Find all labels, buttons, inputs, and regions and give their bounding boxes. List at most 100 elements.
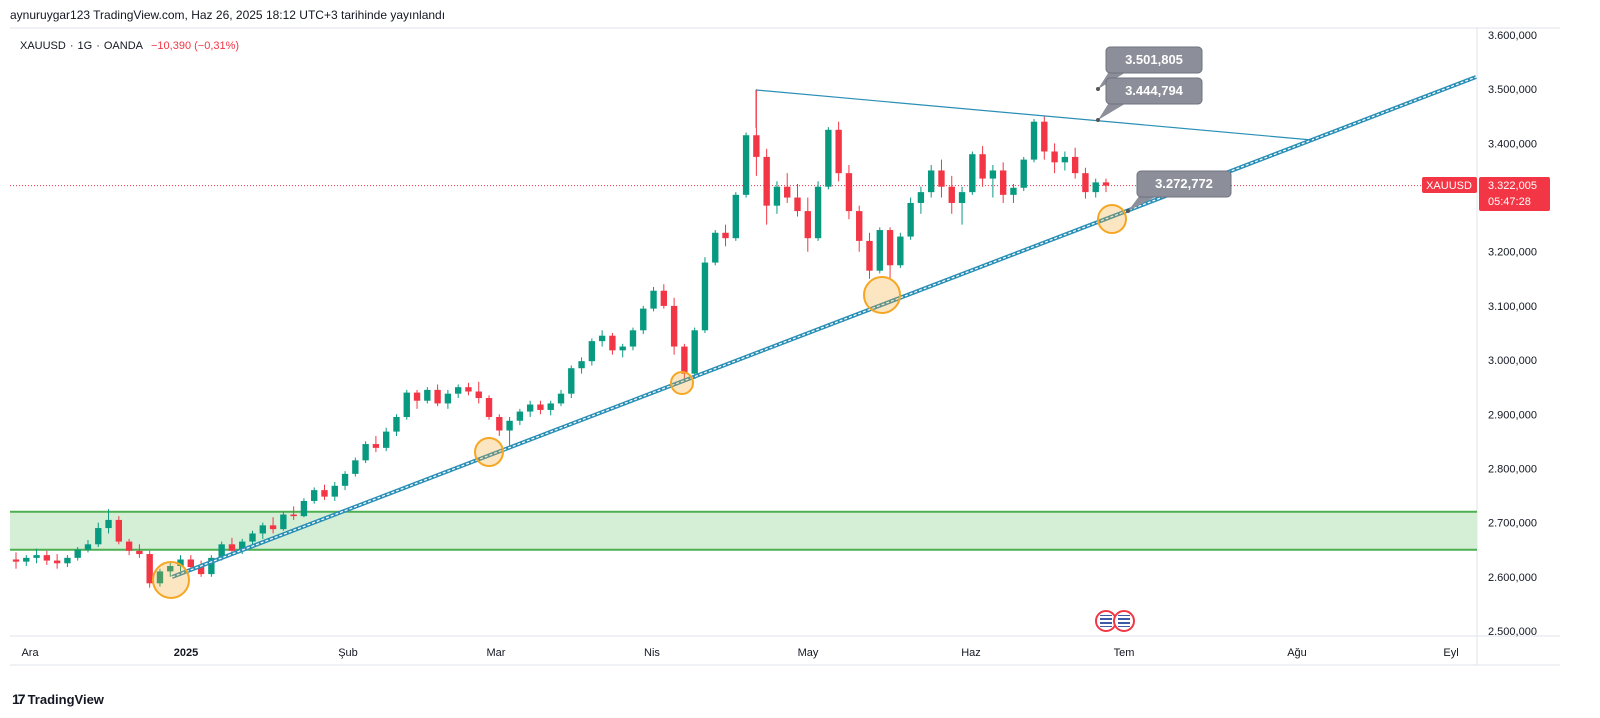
candle-body bbox=[95, 528, 102, 545]
candle-body bbox=[136, 550, 143, 555]
candle-body bbox=[886, 230, 894, 266]
candle-body bbox=[311, 490, 318, 501]
candle-body bbox=[403, 392, 410, 417]
candle-body bbox=[321, 490, 328, 497]
candle-body bbox=[989, 170, 997, 179]
candle-body bbox=[156, 571, 164, 584]
candle-body bbox=[619, 346, 626, 351]
candle-body bbox=[773, 186, 781, 206]
candle-body bbox=[825, 129, 832, 187]
price-callout-label: 3.444,794 bbox=[1125, 83, 1184, 98]
x-tick-label: Mar bbox=[487, 647, 506, 659]
price-callout bbox=[1136, 170, 1232, 198]
candle-body bbox=[1030, 121, 1038, 160]
candle-body bbox=[84, 544, 92, 550]
candle-body bbox=[372, 444, 380, 448]
candle-body bbox=[465, 387, 472, 392]
candle-body bbox=[712, 232, 719, 263]
candle-body bbox=[753, 135, 760, 157]
tradingview-logo[interactable]: 17 TradingView bbox=[12, 691, 104, 707]
candle-body bbox=[228, 544, 236, 551]
candle-body bbox=[341, 473, 349, 486]
candle-body bbox=[588, 341, 596, 362]
candle-body bbox=[568, 368, 575, 394]
candle-body bbox=[454, 387, 462, 394]
candle-body bbox=[177, 559, 184, 566]
candle-body bbox=[434, 389, 441, 404]
touch-point-circle bbox=[1097, 204, 1127, 234]
candle-body bbox=[393, 416, 400, 432]
candle-body bbox=[701, 262, 709, 331]
candle-body bbox=[547, 403, 554, 410]
candle-body bbox=[609, 335, 616, 351]
symbol-price-tag-label: XAUUSD bbox=[1426, 180, 1472, 192]
candle-body bbox=[146, 554, 153, 584]
candle-body bbox=[1061, 156, 1069, 163]
candle-body bbox=[691, 330, 698, 374]
candle-body bbox=[763, 156, 770, 206]
candle-body bbox=[218, 544, 225, 558]
candle-body bbox=[197, 567, 205, 575]
legend-symbol[interactable]: XAUUSD bbox=[20, 40, 66, 52]
candle-body bbox=[856, 211, 863, 241]
candle-body bbox=[742, 135, 750, 195]
y-tick-label: 3.600,000 bbox=[1488, 30, 1537, 42]
callout-anchor bbox=[1096, 118, 1100, 122]
y-tick-label: 2.800,000 bbox=[1488, 463, 1537, 475]
candle-body bbox=[167, 565, 174, 572]
y-tick-label: 3.000,000 bbox=[1488, 355, 1537, 367]
candle-body bbox=[424, 389, 431, 401]
candle-body bbox=[866, 240, 873, 271]
candle-body bbox=[640, 308, 647, 331]
candle-body bbox=[629, 330, 637, 347]
candle-body bbox=[383, 431, 390, 448]
candle-body bbox=[506, 420, 513, 431]
legend-interval[interactable]: 1G bbox=[77, 40, 93, 52]
candle-body bbox=[578, 361, 585, 369]
candle-body bbox=[598, 335, 606, 342]
candle-body bbox=[115, 519, 123, 542]
last-price-tag bbox=[1479, 177, 1550, 211]
legend-change: −10,390 (−0,31%) bbox=[151, 40, 240, 52]
touch-point-circle bbox=[863, 276, 901, 314]
candle-body bbox=[1041, 121, 1048, 152]
candle-body bbox=[835, 129, 842, 174]
price-callout-label: 3.501,805 bbox=[1125, 52, 1183, 67]
candle-body bbox=[444, 393, 452, 404]
legend-sep: · bbox=[96, 40, 100, 52]
callout-anchor bbox=[1096, 87, 1100, 91]
candle-body bbox=[938, 170, 945, 187]
price-callout bbox=[1105, 77, 1203, 105]
candle-body bbox=[362, 444, 369, 461]
candle-body bbox=[23, 557, 30, 562]
candle-body bbox=[948, 186, 955, 203]
x-tick-label: Ağu bbox=[1287, 647, 1307, 659]
x-tick-label: Şub bbox=[338, 647, 358, 659]
price-callout-label: 3.272,772 bbox=[1155, 176, 1213, 191]
candle-body bbox=[814, 186, 822, 239]
candle-body bbox=[74, 549, 81, 558]
x-tick-label: Nis bbox=[644, 647, 660, 659]
symbol-legend: XAUUSD · 1G · OANDA −10,390 (−0,31%) bbox=[20, 40, 239, 52]
y-tick-label: 3.100,000 bbox=[1488, 301, 1537, 313]
candle-body bbox=[64, 557, 71, 564]
us-flag-stripe-icon bbox=[1118, 616, 1130, 618]
candle-body bbox=[804, 211, 811, 239]
candle-body bbox=[516, 411, 524, 421]
candle-body bbox=[907, 202, 914, 237]
candle-body bbox=[1092, 182, 1099, 193]
y-tick-label: 3.500,000 bbox=[1488, 84, 1537, 96]
candle-body bbox=[496, 416, 503, 431]
y-tick-label: 2.700,000 bbox=[1488, 518, 1537, 530]
candle-body bbox=[1102, 182, 1110, 186]
candlestick-chart[interactable]: 3.600,0003.500,0003.400,0003.300,0003.20… bbox=[0, 0, 1600, 680]
candle-body bbox=[1051, 151, 1058, 163]
candle-body bbox=[485, 398, 493, 417]
candle-body bbox=[125, 541, 133, 551]
candle-body bbox=[845, 173, 853, 212]
candle-body bbox=[187, 559, 194, 568]
candle-body bbox=[670, 305, 678, 347]
candle-body bbox=[331, 485, 338, 497]
candle-body bbox=[43, 555, 51, 561]
legend-sep: · bbox=[69, 40, 74, 52]
